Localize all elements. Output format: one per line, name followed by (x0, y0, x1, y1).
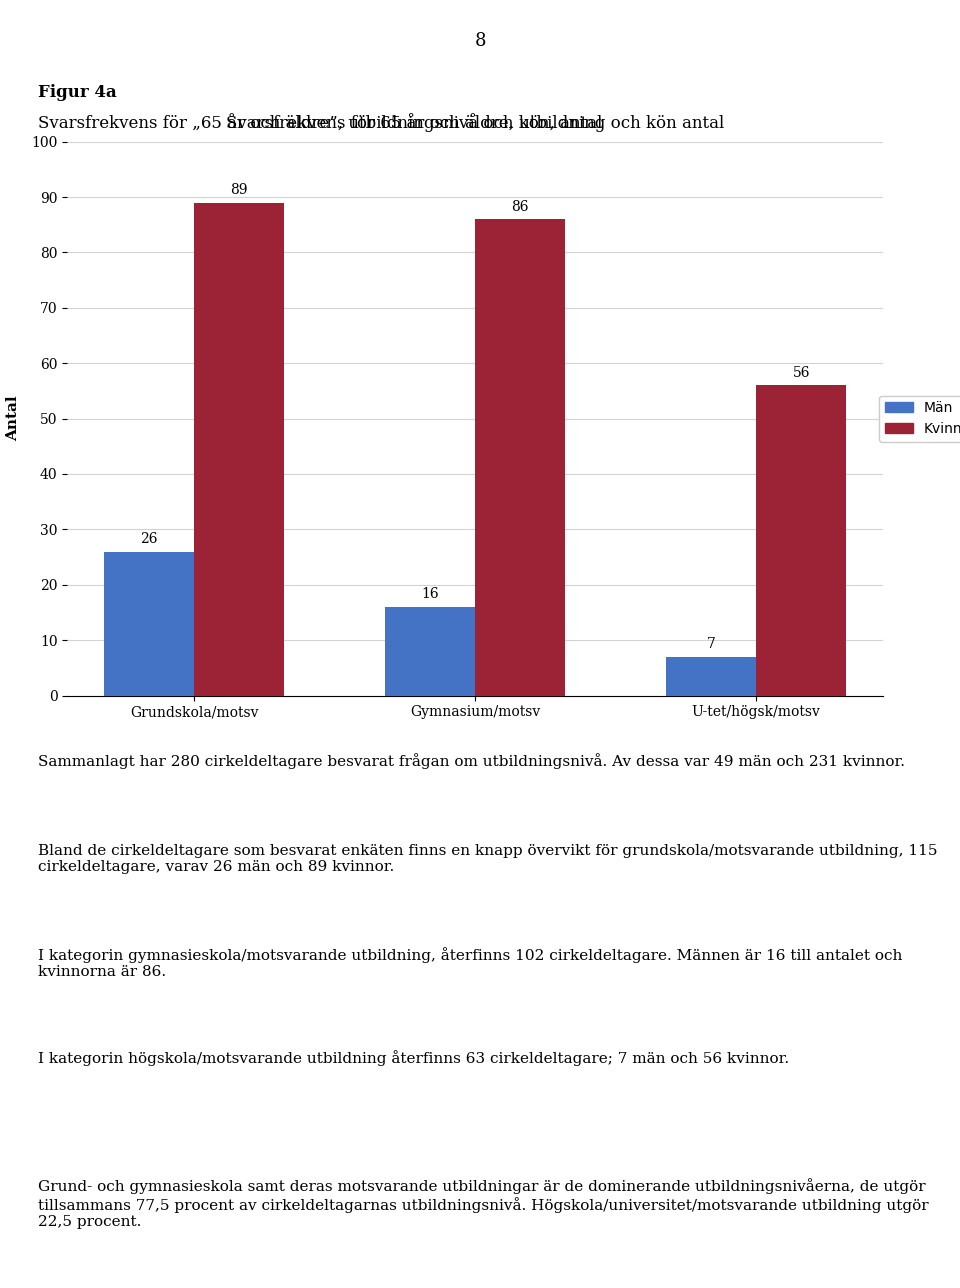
Bar (666, 657, 756, 696)
Text: 89: 89 (230, 183, 248, 197)
Text: 16: 16 (421, 587, 439, 601)
Y-axis label: Antal: Antal (6, 395, 20, 442)
Text: 86: 86 (512, 200, 529, 214)
Bar (105, 551, 194, 696)
Legend: Män, Kvinnor: Män, Kvinnor (879, 395, 960, 442)
Bar (475, 219, 565, 696)
Text: 8: 8 (474, 32, 486, 50)
Text: Sammanlagt har 280 cirkeldeltagare besvarat frågan om utbildningsnivå. Av dessa : Sammanlagt har 280 cirkeldeltagare besva… (38, 753, 905, 769)
Text: I kategorin högskola/motsvarande utbildning återfinns 63 cirkeldeltagare; 7 män : I kategorin högskola/motsvarande utbildn… (38, 1050, 789, 1065)
Text: Grund- och gymnasieskola samt deras motsvarande utbildningar är de dominerande u: Grund- och gymnasieskola samt deras mots… (38, 1179, 929, 1229)
Text: Bland de cirkeldeltagare som besvarat enkäten finns en knapp övervikt för grunds: Bland de cirkeldeltagare som besvarat en… (38, 844, 938, 873)
Text: Svarsfrekvens för „65 år och äldre”, utbildningsnivå och kön, antal: Svarsfrekvens för „65 år och äldre”, utb… (38, 113, 603, 133)
Text: 56: 56 (792, 366, 810, 380)
Bar (756, 385, 846, 696)
Text: I kategorin gymnasieskola/motsvarande utbildning, återfinns 102 cirkeldeltagare.: I kategorin gymnasieskola/motsvarande ut… (38, 947, 902, 979)
Text: 26: 26 (140, 532, 158, 546)
Title: Svarsfrekvens för 65 år och äldre, utbildning och kön antal: Svarsfrekvens för 65 år och äldre, utbil… (226, 113, 725, 131)
Text: Figur 4a: Figur 4a (38, 84, 117, 100)
Text: 7: 7 (707, 638, 715, 652)
Bar (385, 607, 475, 696)
Bar (194, 202, 284, 696)
